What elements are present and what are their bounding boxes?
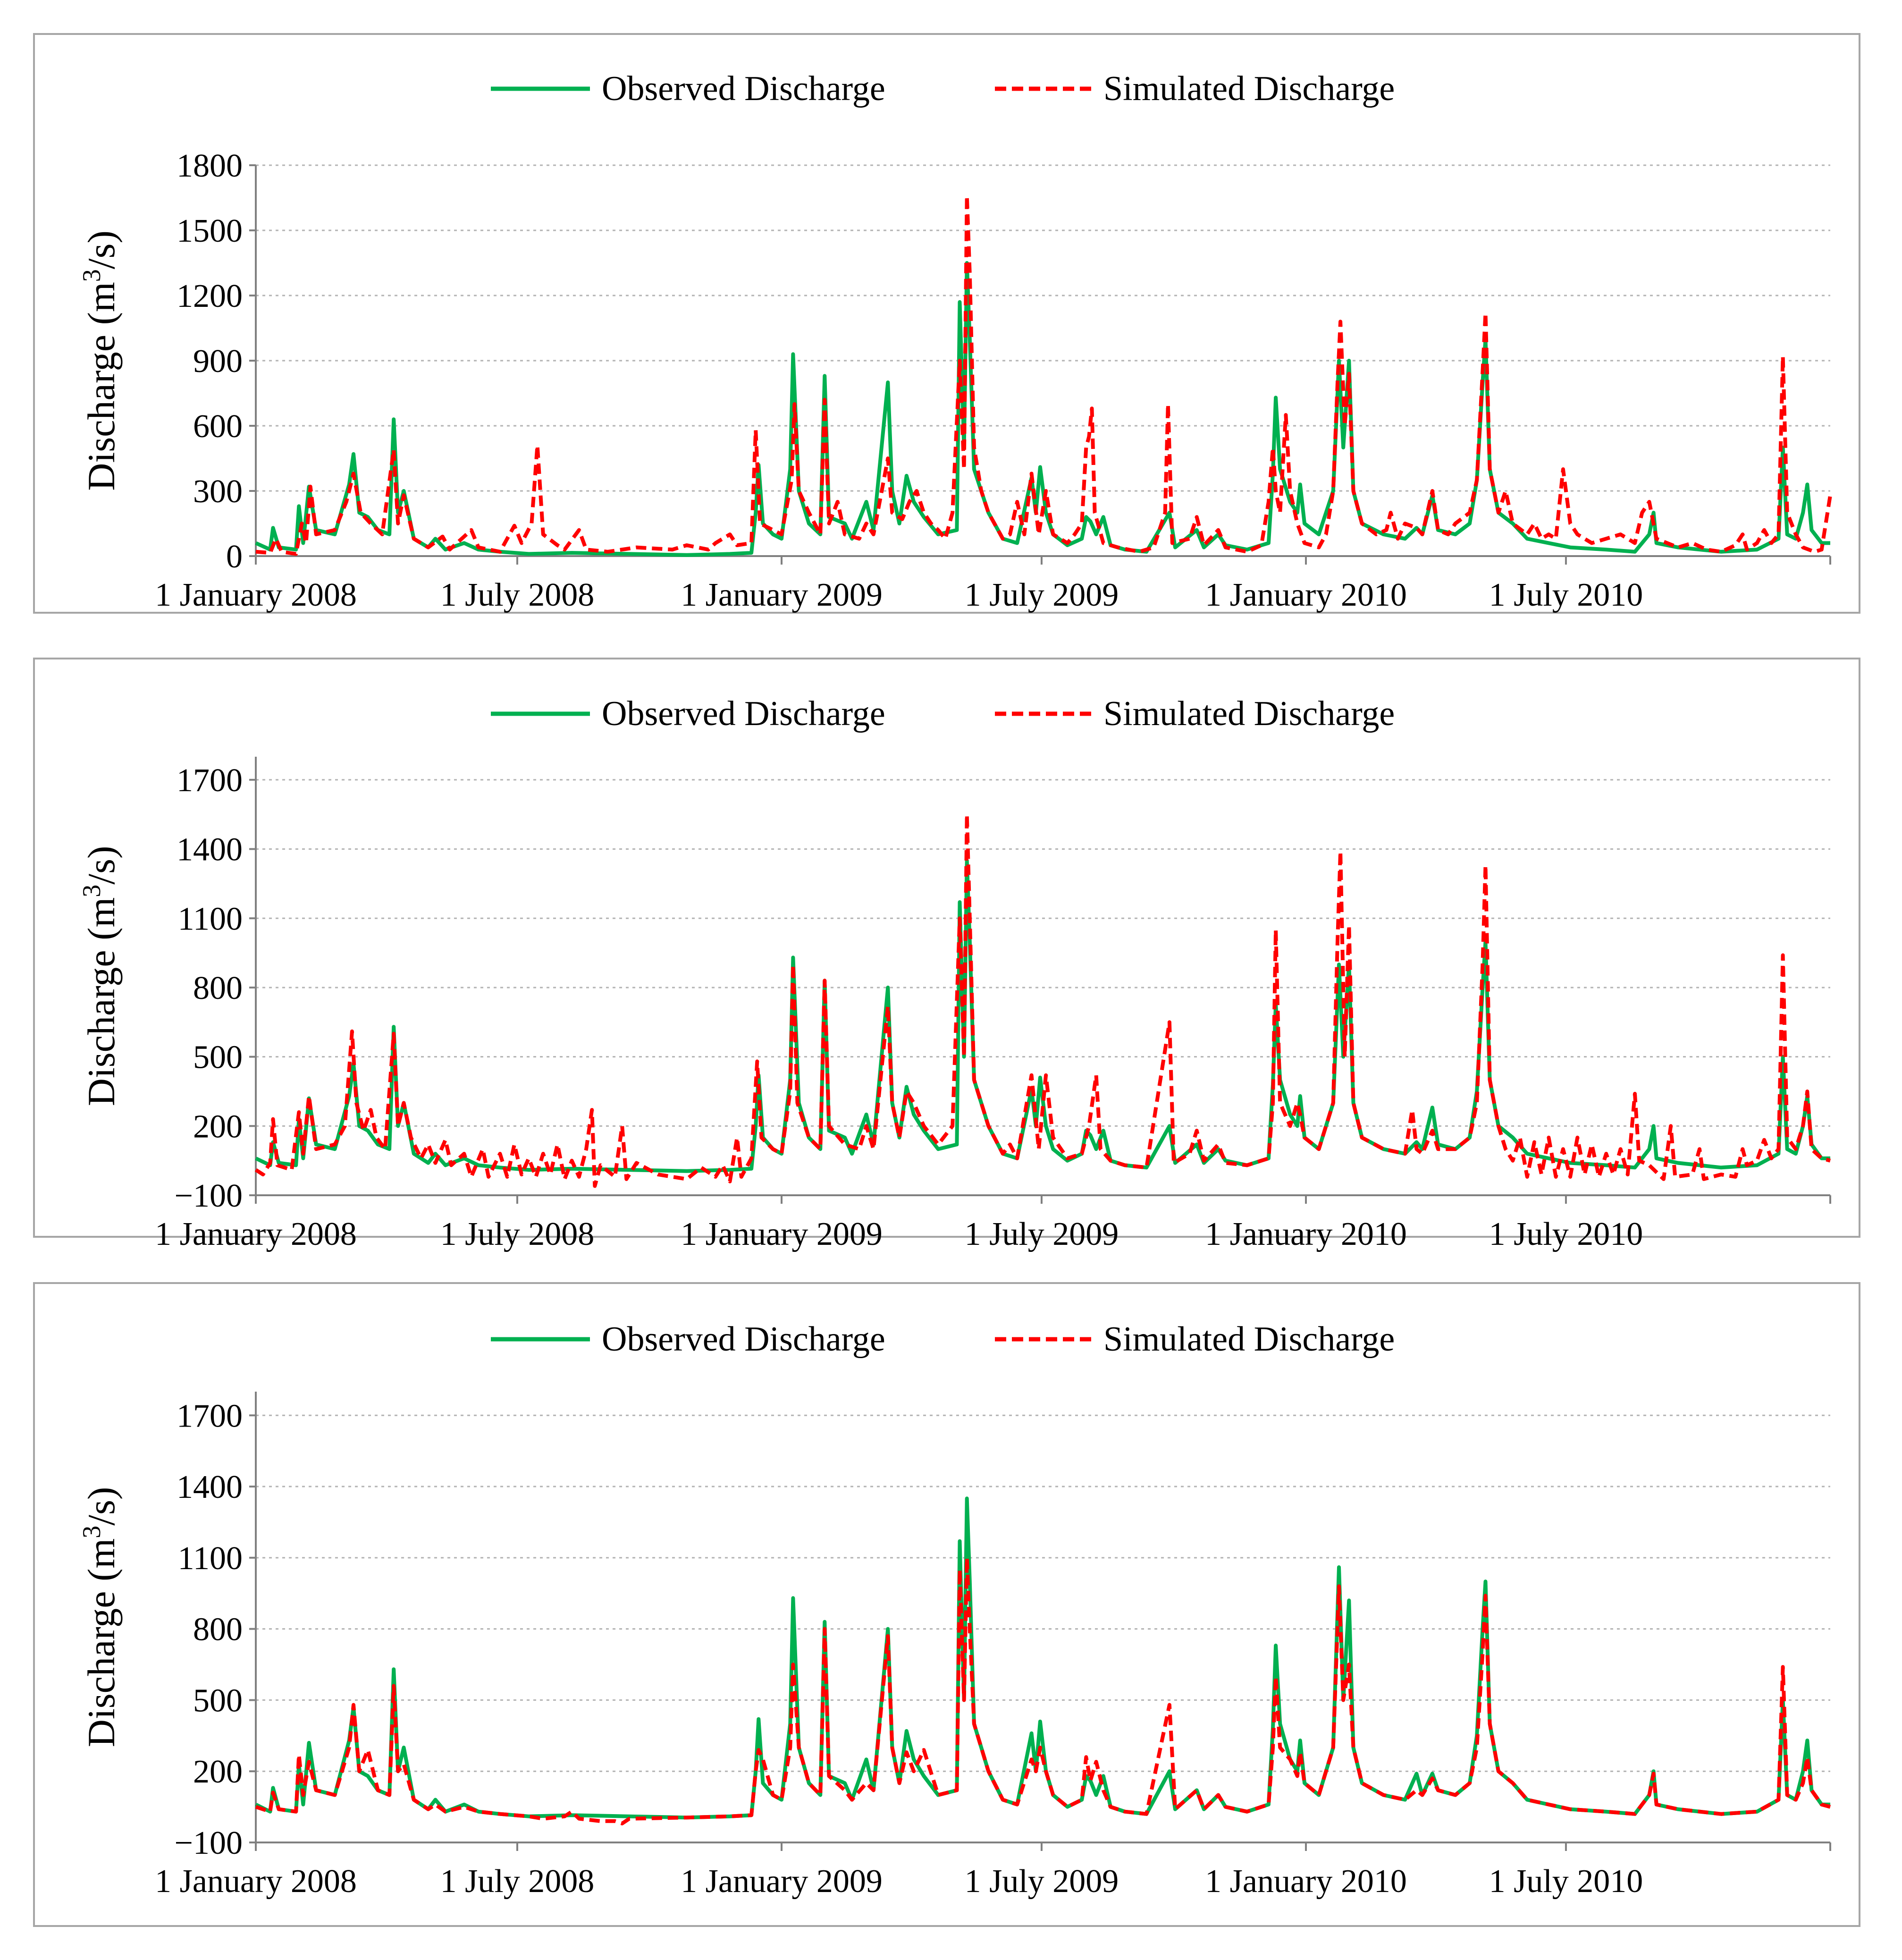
x-tick-label: 1 January 2010 bbox=[1205, 1216, 1407, 1252]
y-axis-title-sup: 3 bbox=[77, 269, 106, 282]
y-axis-title: Discharge (m3/s) bbox=[77, 846, 123, 1107]
x-tick-label: 1 January 2010 bbox=[1205, 577, 1407, 613]
legend: Observed Discharge Simulated Discharge bbox=[491, 694, 1395, 733]
y-axis-title-tail: /s) bbox=[80, 1487, 123, 1526]
y-tick-label: 500 bbox=[193, 1039, 243, 1076]
y-tick-label: 1700 bbox=[177, 1398, 243, 1434]
legend-simulated-label: Simulated Discharge bbox=[1103, 694, 1395, 733]
y-axis-title: Discharge (m3/s) bbox=[77, 230, 123, 491]
y-axis-title-main: Discharge (m bbox=[80, 1538, 123, 1748]
simulated-discharge-line bbox=[255, 194, 1832, 556]
y-tick-label: 300 bbox=[193, 473, 243, 510]
x-tick-label: 1 January 2010 bbox=[1205, 1863, 1407, 1900]
panel-border bbox=[33, 1282, 1860, 1927]
y-tick-label: 1100 bbox=[178, 901, 243, 937]
x-tick-label: 1 July 2008 bbox=[440, 1863, 595, 1900]
chart-panel-middle: −100 200 500 800 1100 1400 1700 1 January 2008 1… bbox=[33, 658, 1860, 1252]
legend-simulated-label: Simulated Discharge bbox=[1103, 69, 1395, 108]
x-tick-label: 1 July 2008 bbox=[440, 577, 595, 613]
y-axis-title: Discharge (m3/s) bbox=[77, 1487, 123, 1748]
legend-simulated-label: Simulated Discharge bbox=[1103, 1320, 1395, 1359]
legend-observed-label: Observed Discharge bbox=[602, 1320, 885, 1359]
y-axis-title-main: Discharge (m bbox=[80, 897, 123, 1107]
y-tick-label: −100 bbox=[175, 1178, 243, 1214]
y-tick-label: 1700 bbox=[177, 762, 243, 799]
x-tick-label: 1 July 2010 bbox=[1489, 577, 1643, 613]
x-tick-label: 1 July 2008 bbox=[440, 1216, 595, 1252]
legend: Observed Discharge Simulated Discharge bbox=[491, 69, 1395, 108]
chart-panel-top: 0 300 600 900 1200 1500 1800 1 January 2008 1 Ju… bbox=[33, 33, 1860, 614]
x-tick-label: 1 January 2008 bbox=[155, 1863, 357, 1900]
x-tick-label: 1 January 2009 bbox=[681, 577, 883, 613]
y-tick-label: 1400 bbox=[177, 1469, 243, 1505]
y-tick-label: 1500 bbox=[177, 213, 243, 249]
y-tick-label: 200 bbox=[193, 1108, 243, 1145]
x-tick-label: 1 July 2010 bbox=[1489, 1216, 1643, 1252]
observed-discharge-line bbox=[255, 859, 1830, 1173]
simulated-discharge-line bbox=[254, 812, 1831, 1188]
y-tick-label: 1800 bbox=[177, 148, 243, 184]
x-tick-label: 1 July 2009 bbox=[965, 1216, 1119, 1252]
y-tick-label: 1400 bbox=[177, 832, 243, 868]
y-axis-title-sup: 3 bbox=[77, 1526, 106, 1538]
y-tick-label: 1100 bbox=[178, 1540, 243, 1577]
y-tick-label: 800 bbox=[193, 970, 243, 1006]
x-tick-label: 1 January 2009 bbox=[681, 1863, 883, 1900]
legend: Observed Discharge Simulated Discharge bbox=[491, 1320, 1395, 1359]
observed-discharge-line bbox=[255, 1496, 1830, 1820]
x-tick-label: 1 January 2008 bbox=[155, 577, 357, 613]
legend-observed-label: Observed Discharge bbox=[602, 694, 885, 733]
y-tick-label: 800 bbox=[193, 1612, 243, 1648]
x-tick-label: 1 July 2010 bbox=[1489, 1863, 1643, 1900]
y-tick-label: −100 bbox=[175, 1825, 243, 1861]
y-axis-title-tail: /s) bbox=[80, 846, 123, 885]
simulated-discharge-line bbox=[255, 1555, 1831, 1825]
y-tick-label: 500 bbox=[193, 1682, 243, 1719]
y-tick-label: 600 bbox=[193, 408, 243, 445]
x-tick-label: 1 January 2008 bbox=[155, 1216, 357, 1252]
panel-border bbox=[33, 33, 1860, 614]
x-tick-label: 1 January 2009 bbox=[681, 1216, 883, 1252]
y-tick-label: 200 bbox=[193, 1754, 243, 1790]
x-tick-label: 1 July 2009 bbox=[965, 577, 1119, 613]
y-axis-title-sup: 3 bbox=[77, 885, 106, 897]
y-tick-label: 1200 bbox=[177, 278, 243, 314]
legend-observed-label: Observed Discharge bbox=[602, 69, 885, 108]
y-tick-label: 900 bbox=[193, 343, 243, 380]
chart-panel-bottom: −100 200 500 800 1100 1400 1700 1 January 2008 1… bbox=[33, 1282, 1860, 1927]
y-axis-title-tail: /s) bbox=[80, 230, 123, 269]
y-axis-title-main: Discharge (m bbox=[80, 282, 123, 491]
x-tick-label: 1 July 2009 bbox=[965, 1863, 1119, 1900]
y-tick-label: 0 bbox=[226, 539, 243, 575]
panel-border bbox=[33, 658, 1860, 1238]
